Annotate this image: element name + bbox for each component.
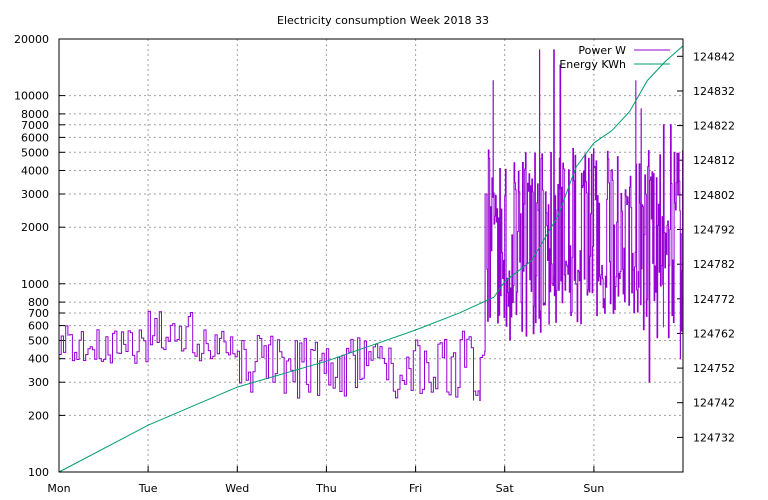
legend-label-energy: Energy KWh <box>559 58 626 71</box>
y2-tick-label: 124772 <box>693 293 735 306</box>
y-tick-label: 8000 <box>21 108 49 121</box>
y-tick-label: 200 <box>28 409 49 422</box>
y-tick-label: 600 <box>28 320 49 333</box>
y-tick-label: 400 <box>28 353 49 366</box>
y2-tick-label: 124752 <box>693 362 735 375</box>
y-tick-label: 100 <box>28 466 49 479</box>
x-tick-label: Mon <box>47 482 70 495</box>
y-tick-label: 500 <box>28 335 49 348</box>
y-tick-label: 300 <box>28 376 49 389</box>
y-tick-label: 1000 <box>21 278 49 291</box>
y-tick-label: 700 <box>28 307 49 320</box>
x-tick-label: Thu <box>315 482 337 495</box>
y2-tick-label: 124742 <box>693 397 735 410</box>
series-energy-line <box>58 45 684 473</box>
y2-tick-label: 124732 <box>693 431 735 444</box>
y2-tick-label: 124822 <box>693 120 735 133</box>
y-tick-label: 10000 <box>14 90 49 103</box>
legend-label-power: Power W <box>578 44 626 57</box>
legend: Power W Energy KWh <box>559 44 670 71</box>
y-tick-label: 2000 <box>21 221 49 234</box>
x-tick-label: Wed <box>225 482 249 495</box>
chart-title: Electricity consumption Week 2018 33 <box>277 14 489 27</box>
y2-tick-label: 124832 <box>693 85 735 98</box>
y2-tick-label: 124812 <box>693 154 735 167</box>
y-tick-label: 20000 <box>14 33 49 46</box>
y2-tick-label: 124762 <box>693 327 735 340</box>
x-tick-label: Tue <box>138 482 158 495</box>
series-layer <box>58 45 684 473</box>
y-tick-label: 4000 <box>21 165 49 178</box>
y-tick-label: 6000 <box>21 131 49 144</box>
x-tick-label: Fri <box>409 482 422 495</box>
y2-tick-label: 124842 <box>693 50 735 63</box>
y2-tick-label: 124782 <box>693 258 735 271</box>
y-tick-label: 3000 <box>21 188 49 201</box>
y-tick-label: 800 <box>28 296 49 309</box>
y2-tick-label: 124802 <box>693 189 735 202</box>
y-tick-label: 7000 <box>21 119 49 132</box>
series-power-line <box>59 49 684 401</box>
plot-border <box>58 38 684 473</box>
y-tick-label: 5000 <box>21 146 49 159</box>
x-tick-label: Sat <box>496 482 515 495</box>
x-tick-label: Sun <box>583 482 604 495</box>
y2-tick-label: 124792 <box>693 224 735 237</box>
